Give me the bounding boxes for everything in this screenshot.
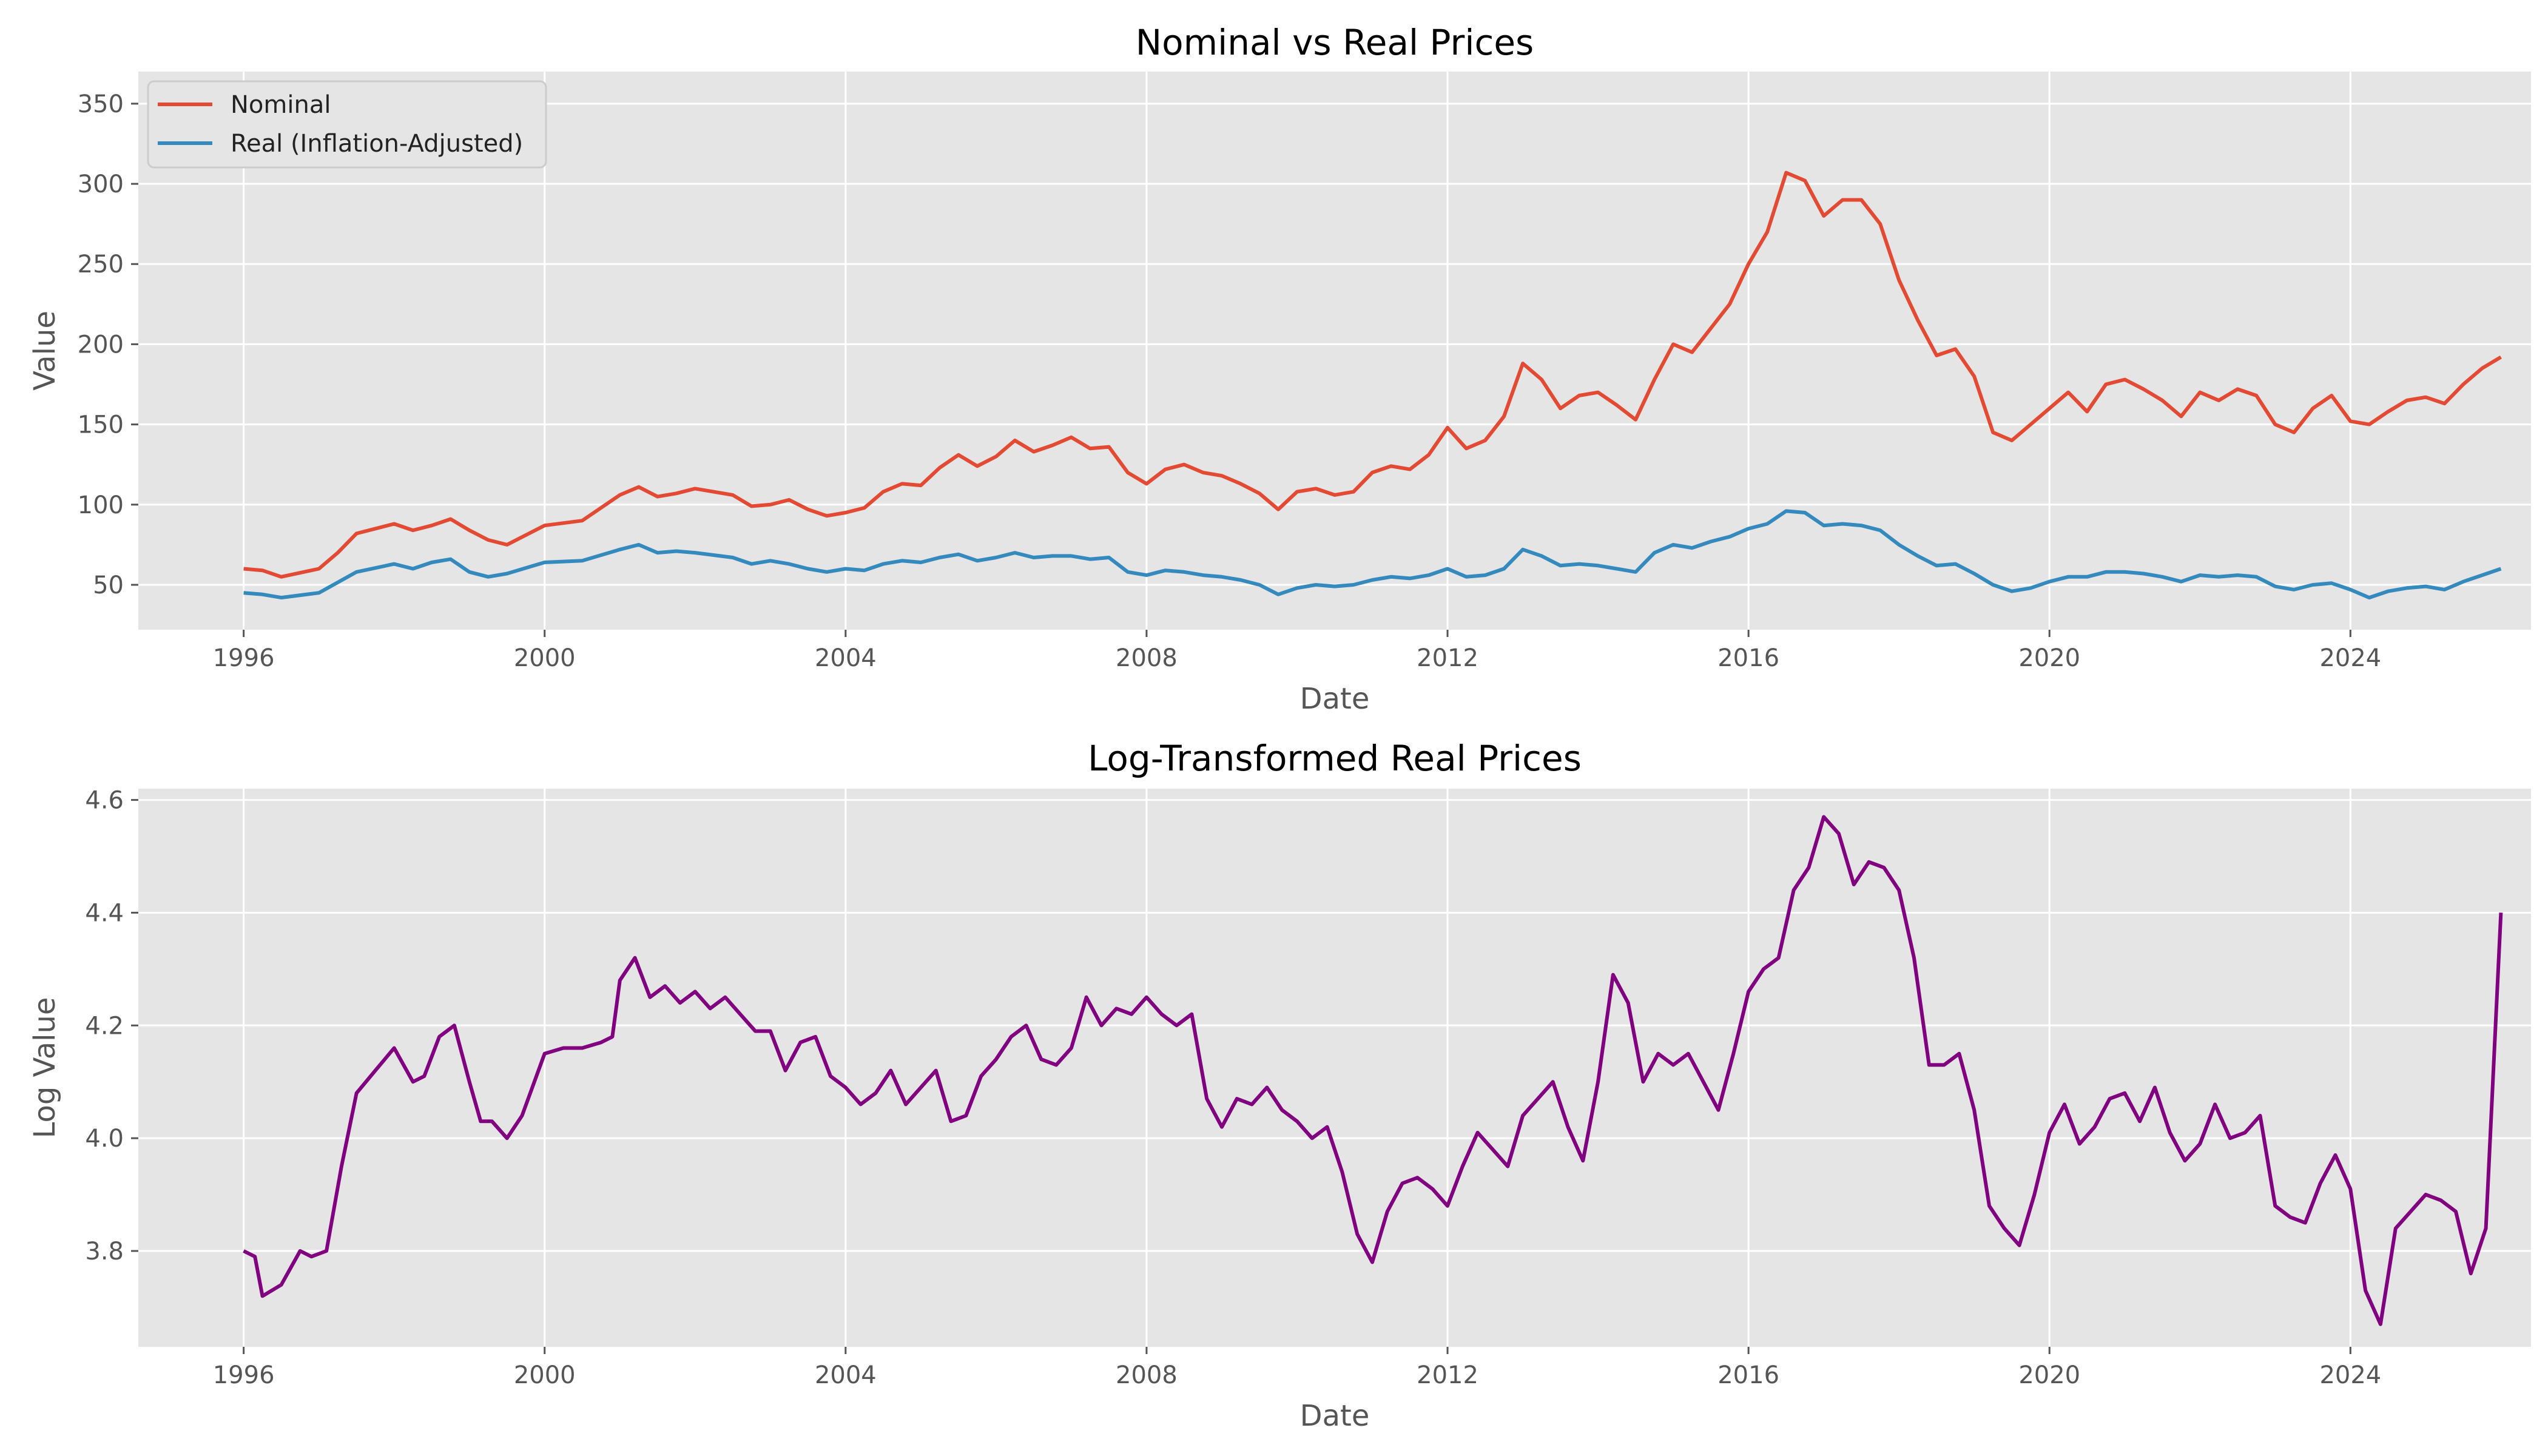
- bottom-y-axis-label: Log Value: [28, 997, 62, 1139]
- x-tick-label: 2004: [815, 1361, 877, 1389]
- x-tick-label: 2008: [1116, 1361, 1178, 1389]
- x-tick-label: 2000: [514, 1361, 576, 1389]
- legend-label-real: Real (Inflation-Adjusted): [231, 130, 523, 158]
- legend-label-nominal: Nominal: [231, 91, 331, 119]
- x-tick-label: 2004: [815, 644, 877, 672]
- y-tick-label: 100: [78, 491, 124, 519]
- legend-box: [147, 80, 547, 169]
- x-tick-label: 2020: [2018, 644, 2080, 672]
- bottom-x-tick-labels: 1996 2000 2004 2008 2012 2016 2020 2024: [213, 1361, 2382, 1389]
- top-chart-title: Nominal vs Real Prices: [1136, 22, 1534, 63]
- bottom-grid: [131, 789, 2531, 1354]
- y-tick-label: 250: [78, 251, 124, 278]
- top-grid: [131, 72, 2531, 637]
- x-tick-label: 1996: [213, 644, 275, 672]
- top-y-tick-labels: 50 100 150 200 250 300 350: [78, 90, 124, 599]
- x-tick-label: 2024: [2319, 1361, 2381, 1389]
- x-tick-label: 2016: [1717, 1361, 1779, 1389]
- y-tick-label: 4.6: [85, 787, 124, 815]
- top-x-axis-label: Date: [1300, 682, 1370, 716]
- series-line-real-inflation-adjusted: [243, 509, 2502, 600]
- top-y-axis-label: Value: [28, 311, 62, 391]
- top-series-lines: [243, 170, 2502, 600]
- series-line-log-real: [243, 815, 2503, 1326]
- bottom-chart-panel: Log-Transformed Real Prices 1996 2000 2004…: [28, 738, 2531, 1433]
- x-tick-label: 2008: [1116, 644, 1178, 672]
- series-line-nominal: [243, 170, 2502, 579]
- y-tick-label: 4.0: [85, 1125, 124, 1153]
- bottom-series-lines: [243, 815, 2503, 1326]
- y-tick-label: 4.4: [85, 899, 124, 927]
- top-x-tick-labels: 1996 2000 2004 2008 2012 2016 2020 2024: [213, 644, 2382, 672]
- x-tick-label: 2024: [2319, 644, 2381, 672]
- bottom-plot-area: [138, 789, 2531, 1347]
- x-tick-label: 2012: [1417, 1361, 1478, 1389]
- y-tick-label: 200: [78, 331, 124, 359]
- x-tick-label: 2020: [2018, 1361, 2080, 1389]
- bottom-x-axis-label: Date: [1300, 1399, 1370, 1433]
- bottom-y-tick-labels: 3.8 4.0 4.2 4.4 4.6: [85, 787, 124, 1266]
- x-tick-label: 2016: [1717, 644, 1779, 672]
- y-tick-label: 150: [78, 411, 124, 439]
- x-tick-label: 2012: [1417, 644, 1478, 672]
- y-tick-label: 3.8: [85, 1238, 124, 1266]
- top-legend: Nominal Real (Inflation-Adjusted): [147, 80, 547, 169]
- x-tick-label: 2000: [514, 644, 576, 672]
- top-chart-panel: Nominal vs Real Prices 1996 2000 2004 2008 2…: [28, 22, 2531, 716]
- y-tick-label: 350: [78, 90, 124, 118]
- bottom-chart-title: Log-Transformed Real Prices: [1088, 738, 1582, 779]
- y-tick-label: 4.2: [85, 1012, 124, 1040]
- x-tick-label: 1996: [213, 1361, 275, 1389]
- y-tick-label: 50: [93, 571, 124, 599]
- y-tick-label: 300: [78, 170, 124, 198]
